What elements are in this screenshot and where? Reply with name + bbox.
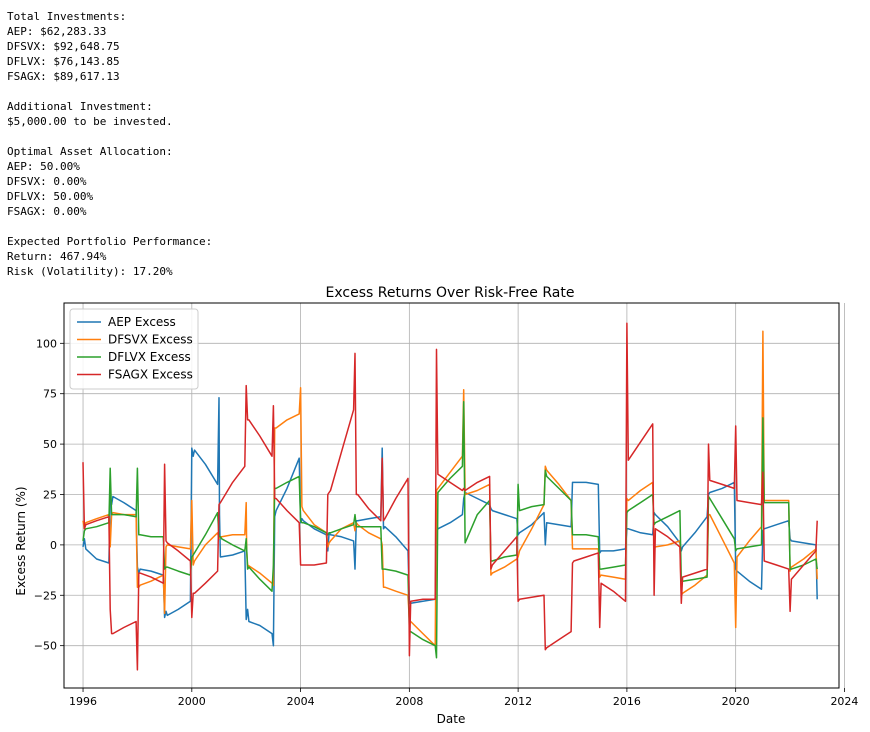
console-line: $5,000.00 to be invested. (7, 115, 173, 128)
console-line: FSAGX: $89,617.13 (7, 70, 120, 83)
legend-label: DFSVX Excess (108, 333, 193, 347)
y-tick-label: 75 (43, 388, 57, 401)
console-line: Expected Portfolio Performance: (7, 235, 213, 248)
y-tick-label: 25 (43, 488, 57, 501)
console-line: DFSVX: 0.00% (7, 175, 87, 188)
console-line: Additional Investment: (7, 100, 153, 113)
y-tick-label: 50 (43, 438, 57, 451)
x-tick-label: 2020 (722, 695, 750, 708)
console-line: Total Investments: (7, 10, 127, 23)
excess-returns-chart: Excess Returns Over Risk-Free Rate 1996 2… (14, 285, 859, 726)
console-line: AEP: 50.00% (7, 160, 80, 173)
x-tick-label: 2004 (287, 695, 315, 708)
y-tick-label: −25 (34, 589, 57, 602)
x-tick-label: 2016 (613, 695, 641, 708)
console-line: Optimal Asset Allocation: (7, 145, 173, 158)
console-line: DFSVX: $92,648.75 (7, 40, 120, 53)
legend-box (69, 308, 199, 390)
y-tick-label: −50 (34, 640, 57, 653)
y-tick-label: 100 (36, 337, 57, 350)
console-line (7, 84, 212, 99)
console-output: Total Investments: AEP: $62,283.33 DFSVX: … (7, 9, 212, 279)
legend-label: DFLVX Excess (108, 350, 191, 364)
console-line: FSAGX: 0.00% (7, 205, 87, 218)
chart-title: Excess Returns Over Risk-Free Rate (326, 285, 575, 301)
legend-label: FSAGX Excess (108, 368, 193, 382)
console-line (7, 129, 212, 144)
console-line: DFLVX: $76,143.85 (7, 55, 120, 68)
axis-ticks: 1996 2000 2004 2008 2012 2016 2020 2024 −50 −25 0 2… (34, 337, 859, 708)
x-axis-label: Date (437, 712, 466, 726)
plot-frame (63, 302, 840, 689)
console-line: DFLVX: 50.00% (7, 190, 94, 203)
x-tick-label: 2012 (504, 695, 532, 708)
x-tick-label: 1996 (69, 695, 97, 708)
console-line: Return: 467.94% (7, 250, 107, 263)
x-tick-label: 2008 (395, 695, 423, 708)
x-tick-label: 2024 (830, 695, 858, 708)
series-lines (82, 322, 818, 671)
x-tick-label: 2000 (178, 695, 206, 708)
y-tick-label: 0 (50, 539, 57, 552)
series-line-fsagx (82, 322, 818, 671)
legend: AEP Excess DFSVX Excess DFLVX Excess FSAGX … (69, 308, 199, 390)
console-line: AEP: $62,283.33 (7, 25, 107, 38)
console-line: Risk (Volatility): 17.20% (7, 265, 173, 278)
console-line (7, 219, 212, 234)
legend-label: AEP Excess (108, 315, 176, 329)
y-axis-label: Excess Return (%) (14, 486, 28, 595)
